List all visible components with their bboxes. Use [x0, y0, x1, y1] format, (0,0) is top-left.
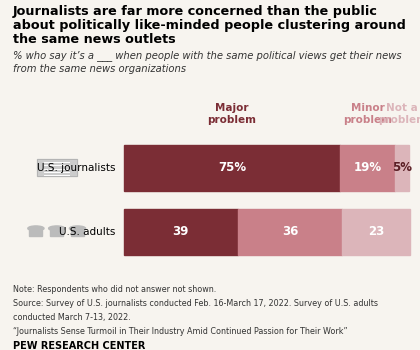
Bar [37, 159, 77, 176]
Bar [395, 145, 410, 191]
Text: PEW RESEARCH CENTER: PEW RESEARCH CENTER [13, 341, 145, 350]
Bar [342, 209, 410, 255]
Text: Journalists are far more concerned than the public: Journalists are far more concerned than … [13, 5, 378, 18]
Text: 5%: 5% [392, 161, 412, 174]
Text: Minor
problem: Minor problem [343, 103, 392, 125]
Text: 39: 39 [173, 225, 189, 238]
Text: Source: Survey of U.S. journalists conducted Feb. 16-March 17, 2022. Survey of U: Source: Survey of U.S. journalists condu… [13, 299, 378, 308]
Text: 19%: 19% [354, 161, 382, 174]
Text: 36: 36 [282, 225, 298, 238]
Text: the same news outlets: the same news outlets [13, 33, 175, 46]
Bar [29, 230, 42, 236]
Bar [124, 145, 340, 191]
Text: % who say it’s a ___ when people with the same political views get their news
fr: % who say it’s a ___ when people with th… [13, 50, 401, 74]
Bar [37, 159, 77, 176]
Bar [50, 230, 63, 236]
Text: Major
problem: Major problem [207, 103, 257, 125]
Bar [124, 209, 238, 255]
Bar [340, 145, 395, 191]
Text: Not a
problem: Not a problem [378, 103, 420, 125]
Text: “Journalists Sense Turmoil in Their Industry Amid Continued Passion for Their Wo: “Journalists Sense Turmoil in Their Indu… [13, 327, 347, 336]
Text: 75%: 75% [218, 161, 246, 174]
Bar [238, 209, 342, 255]
Text: 23: 23 [368, 225, 384, 238]
Circle shape [49, 226, 65, 231]
Text: U.S. journalists: U.S. journalists [37, 163, 116, 173]
Circle shape [69, 226, 86, 231]
Circle shape [28, 226, 44, 231]
Text: about politically like-minded people clustering around: about politically like-minded people clu… [13, 19, 405, 32]
Text: conducted March 7-13, 2022.: conducted March 7-13, 2022. [13, 313, 130, 322]
Text: Note: Respondents who did not answer not shown.: Note: Respondents who did not answer not… [13, 285, 216, 294]
Bar [71, 230, 84, 236]
Text: U.S. adults: U.S. adults [59, 227, 116, 237]
